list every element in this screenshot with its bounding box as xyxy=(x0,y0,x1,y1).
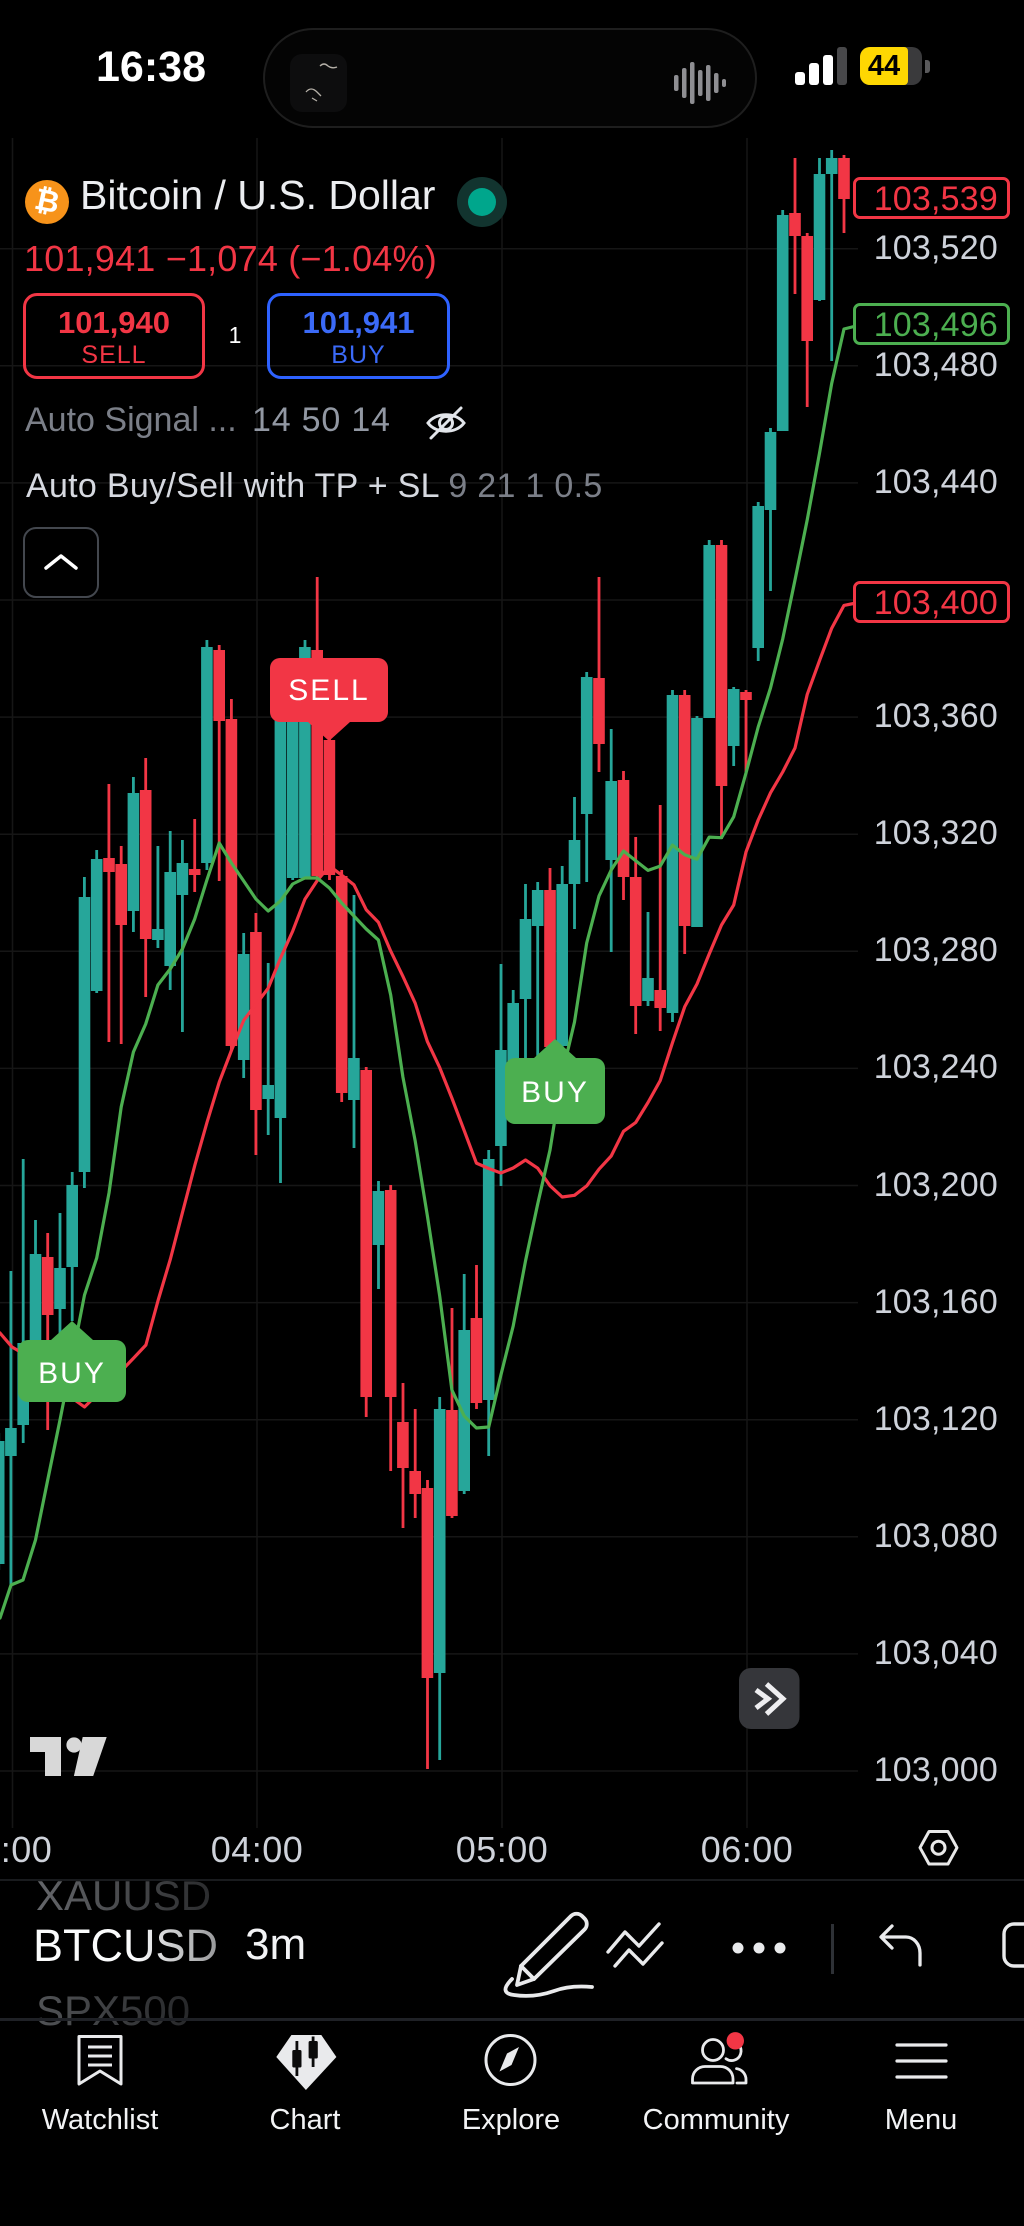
svg-text:BUY: BUY xyxy=(38,1357,106,1390)
svg-text:BUY: BUY xyxy=(521,1076,589,1109)
svg-text:SELL: SELL xyxy=(288,674,369,707)
